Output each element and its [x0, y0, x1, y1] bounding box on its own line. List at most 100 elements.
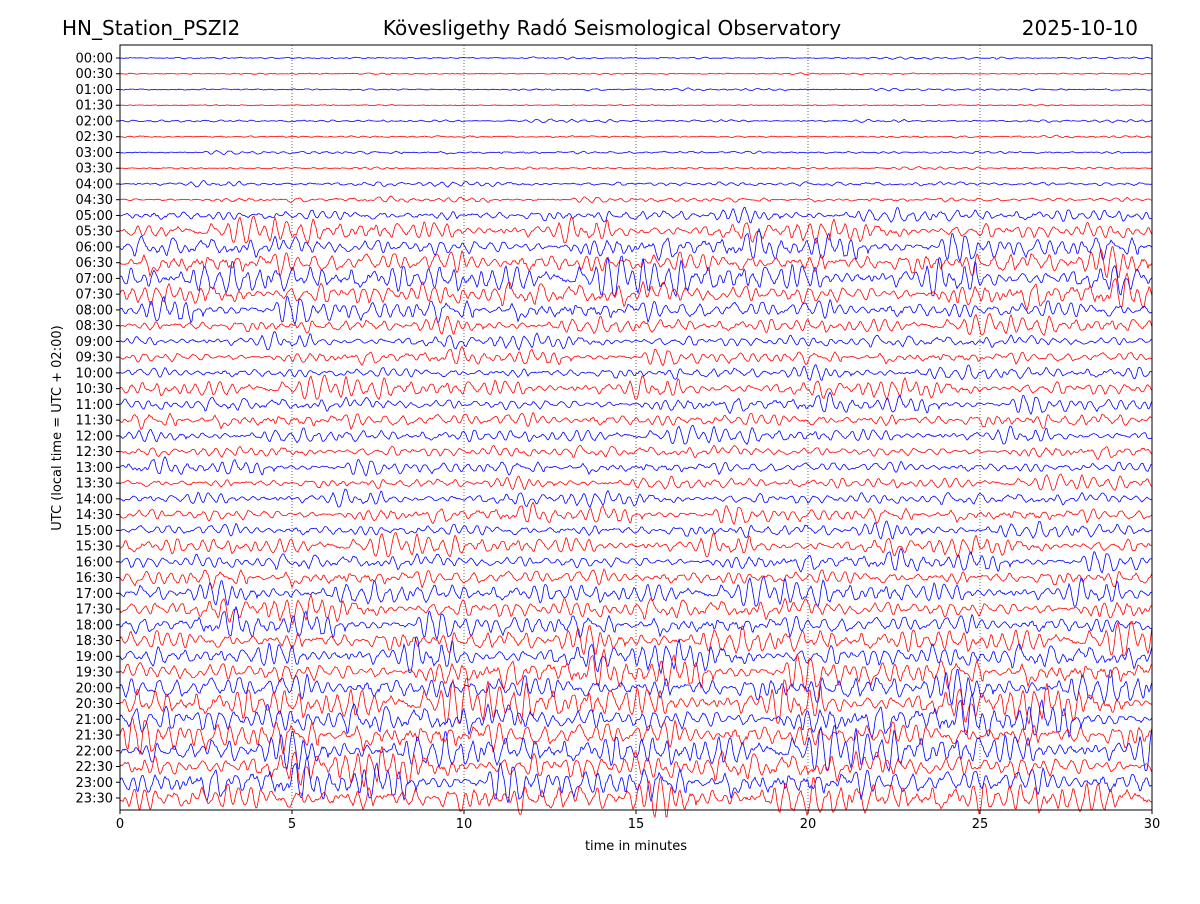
- x-tick-label: 20: [800, 817, 817, 832]
- trace-2200: [119, 724, 1153, 773]
- trace-1130: [119, 411, 1153, 431]
- station-name: HN_Station_PSZI2: [62, 16, 240, 40]
- y-tick-label: 22:00: [76, 744, 113, 759]
- y-tick-label: 20:30: [76, 697, 113, 712]
- y-tick-label: 03:30: [76, 162, 113, 177]
- y-tick-label: 19:30: [76, 666, 113, 681]
- trace-0000: [119, 56, 1153, 60]
- y-tick-label: 07:00: [76, 272, 113, 287]
- trace-0500: [119, 206, 1153, 224]
- y-tick-label: 13:30: [76, 477, 113, 492]
- y-tick-label: 21:00: [76, 713, 113, 728]
- trace-0930: [119, 345, 1153, 367]
- trace-1500: [119, 520, 1153, 540]
- y-tick-label: 11:00: [76, 398, 113, 413]
- trace-0800: [119, 295, 1153, 326]
- trace-0430: [119, 195, 1153, 204]
- trace-1100: [119, 391, 1153, 415]
- y-tick-label: 02:30: [76, 130, 113, 145]
- y-tick-label: 09:00: [76, 335, 113, 350]
- trace-0630: [119, 246, 1153, 279]
- trace-0700: [119, 255, 1153, 298]
- y-tick-label: 01:30: [76, 99, 113, 114]
- x-tick-label: 15: [628, 817, 645, 832]
- y-tick-label: 10:30: [76, 382, 113, 397]
- trace-0300: [119, 150, 1153, 156]
- y-tick-label: 04:00: [76, 177, 113, 192]
- y-tick-label: 10:00: [76, 366, 113, 381]
- trace-1930: [119, 648, 1153, 692]
- trace-0730: [119, 271, 1153, 311]
- trace-0900: [119, 331, 1153, 351]
- trace-1830: [119, 620, 1153, 657]
- y-tick-label: 06:30: [76, 256, 113, 271]
- y-tick-label: 20:00: [76, 681, 113, 696]
- trace-2230: [119, 746, 1153, 788]
- trace-2030: [119, 677, 1153, 726]
- trace-2300: [119, 755, 1153, 803]
- trace-1700: [119, 576, 1153, 608]
- x-axis-label: time in minutes: [585, 839, 687, 854]
- trace-0830: [119, 313, 1153, 337]
- trace-0200: [119, 118, 1153, 124]
- trace-1330: [119, 473, 1153, 492]
- y-tick-label: 12:30: [76, 445, 113, 460]
- y-tick-label: 06:00: [76, 240, 113, 255]
- trace-2000: [119, 668, 1153, 706]
- x-tick-label: 5: [288, 817, 296, 832]
- y-tick-label: 07:30: [76, 288, 113, 303]
- x-tick-label: 25: [972, 817, 989, 832]
- y-tick-label: 15:30: [76, 540, 113, 555]
- y-tick-label: 21:30: [76, 729, 113, 744]
- y-tick-label: 19:00: [76, 650, 113, 665]
- x-tick-label: 10: [456, 817, 473, 832]
- y-tick-label: 22:30: [76, 760, 113, 775]
- trace-0130: [119, 103, 1152, 107]
- y-tick-label: 02:00: [76, 114, 113, 129]
- trace-1530: [119, 532, 1153, 559]
- y-tick-label: 03:00: [76, 146, 113, 161]
- trace-1400: [119, 488, 1153, 509]
- y-tick-label: 05:30: [76, 225, 113, 240]
- y-tick-label: 08:00: [76, 303, 113, 318]
- y-tick-label: 16:30: [76, 571, 113, 586]
- trace-1900: [119, 636, 1153, 675]
- trace-1200: [119, 424, 1153, 445]
- y-tick-label: 18:00: [76, 618, 113, 633]
- y-tick-label: 18:30: [76, 634, 113, 649]
- trace-0400: [119, 180, 1153, 188]
- trace-1030: [119, 374, 1153, 401]
- trace-2130: [119, 717, 1153, 755]
- plot-frame: [119, 44, 1153, 811]
- trace-0600: [119, 227, 1153, 263]
- y-tick-label: 04:30: [76, 193, 113, 208]
- x-tick-label: 0: [116, 817, 124, 832]
- trace-0230: [119, 134, 1153, 139]
- trace-1000: [119, 364, 1153, 381]
- y-tick-label: 08:30: [76, 319, 113, 334]
- y-tick-label: 00:00: [76, 52, 113, 67]
- y-tick-label: 00:30: [76, 67, 113, 82]
- trace-1430: [119, 501, 1153, 526]
- y-tick-label: 14:00: [76, 492, 113, 507]
- trace-1230: [119, 444, 1153, 461]
- trace-2100: [119, 692, 1153, 740]
- y-tick-label: 11:30: [76, 414, 113, 429]
- trace-0530: [119, 215, 1153, 245]
- y-tick-label: 13:00: [76, 461, 113, 476]
- trace-1800: [119, 605, 1153, 641]
- trace-1300: [119, 456, 1153, 477]
- y-tick-label: 23:00: [76, 776, 113, 791]
- y-tick-label: 17:30: [76, 603, 113, 618]
- trace-0100: [119, 87, 1153, 92]
- y-tick-label: 05:00: [76, 209, 113, 224]
- trace-1630: [119, 568, 1153, 590]
- y-tick-label: 17:00: [76, 587, 113, 602]
- y-tick-label: 23:30: [76, 792, 113, 807]
- x-tick-label: 30: [1144, 817, 1161, 832]
- y-tick-label: 01:00: [76, 83, 113, 98]
- y-tick-label: 15:00: [76, 524, 113, 539]
- y-axis-label: UTC (local time = UTC + 02:00): [50, 325, 65, 530]
- y-tick-label: 14:30: [76, 508, 113, 523]
